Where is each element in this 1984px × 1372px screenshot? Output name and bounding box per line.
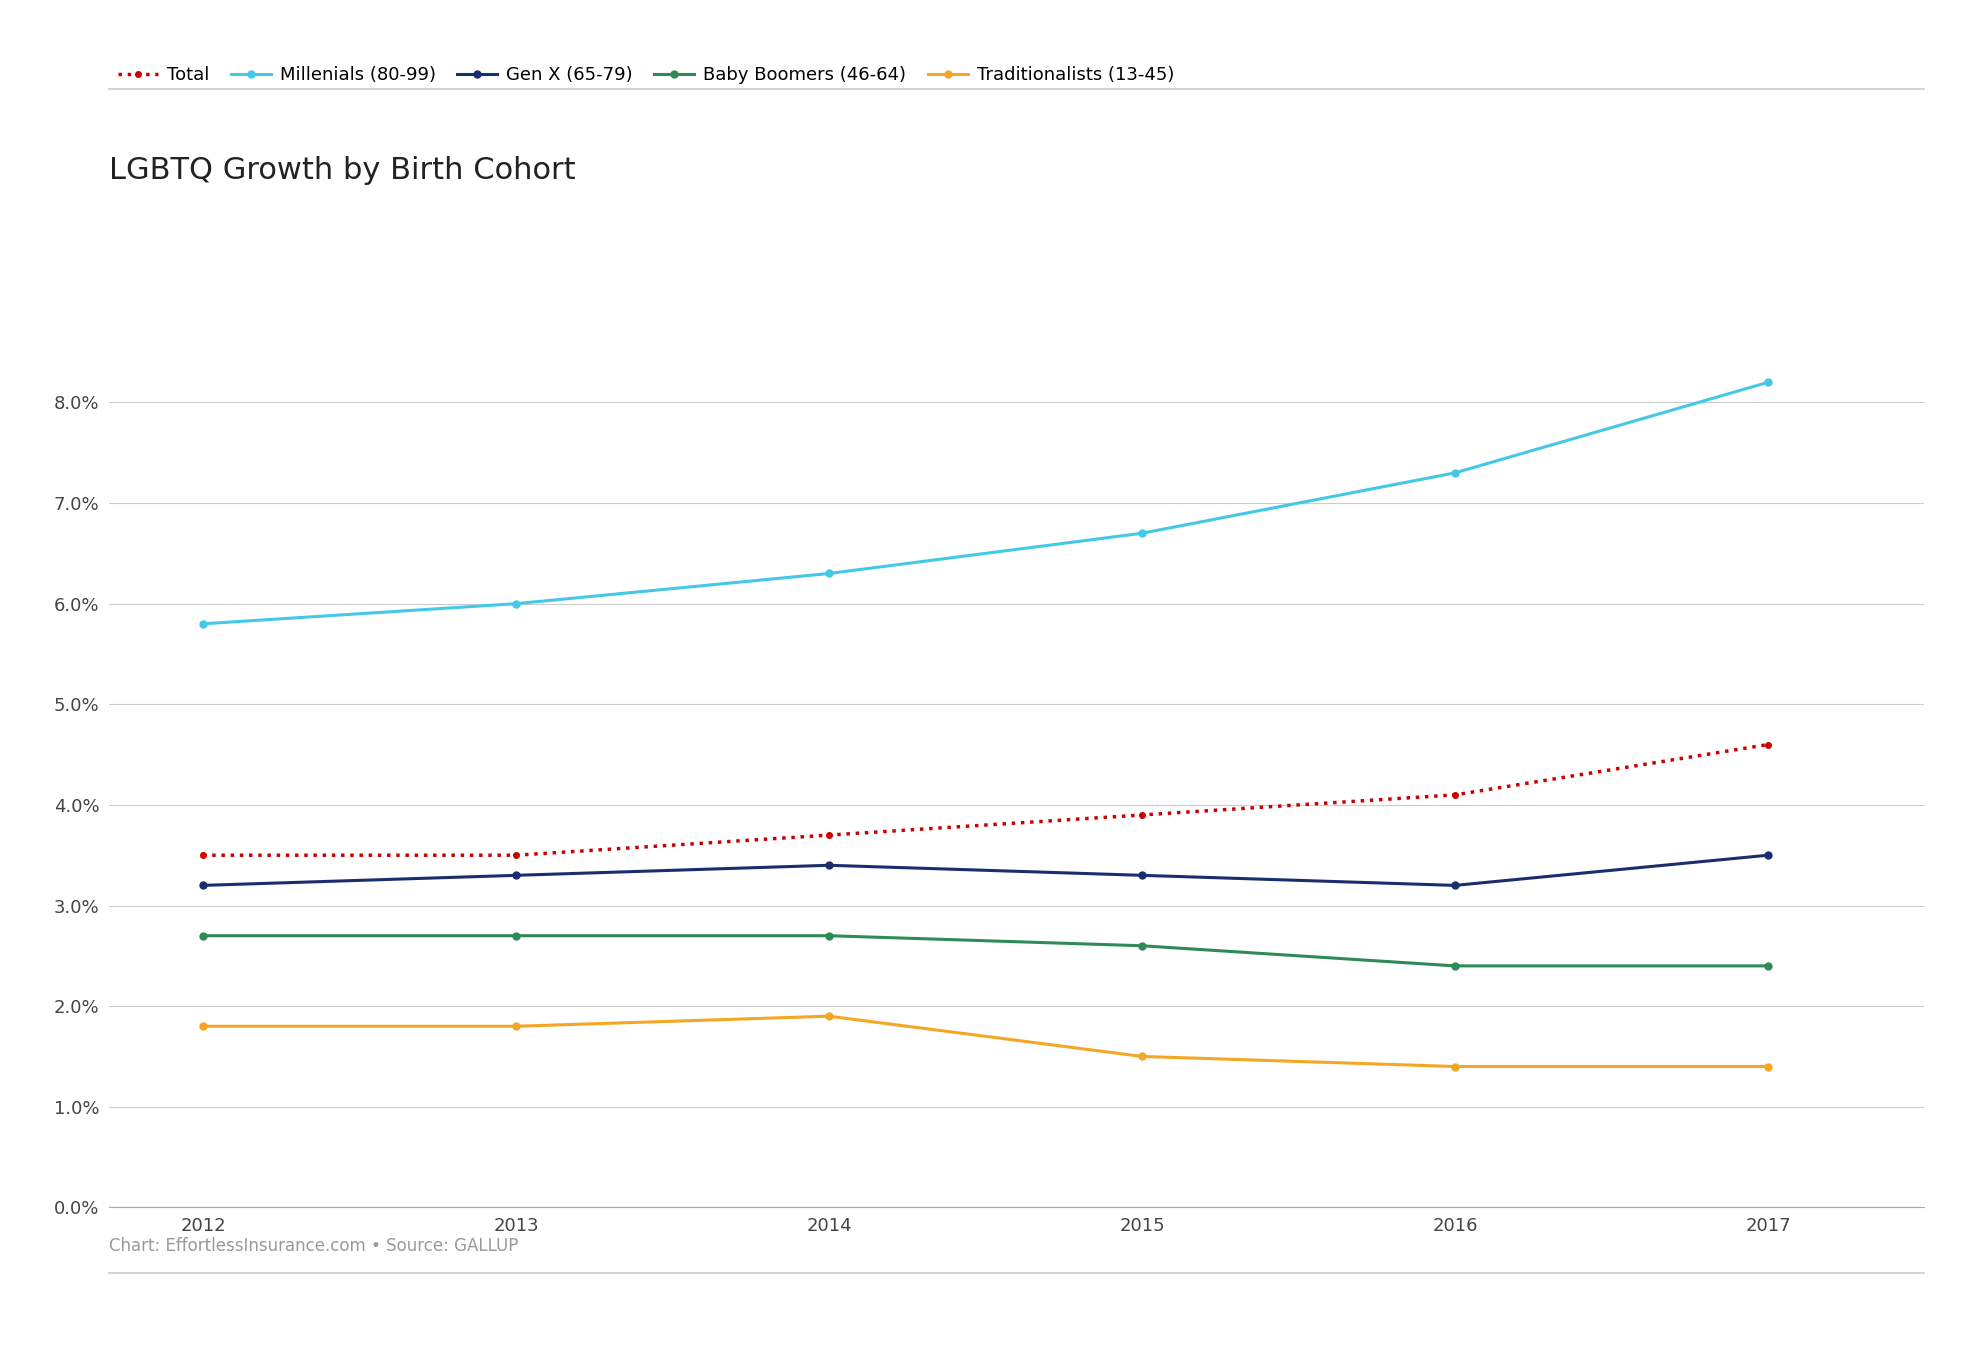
Millenials (80-99) [504,595,528,612]
Gen X (65-79) [1131,867,1155,884]
Baby Boomers (46-64) [817,927,841,944]
Baby Boomers (46-64) [190,927,214,944]
Millenials (80-99) [1442,465,1466,482]
Text: Chart: EffortlessInsurance.com • Source: GALLUP: Chart: EffortlessInsurance.com • Source:… [109,1238,518,1255]
Line: Traditionalists (13-45): Traditionalists (13-45) [200,1013,1772,1070]
Line: Gen X (65-79): Gen X (65-79) [200,852,1772,889]
Baby Boomers (46-64) [504,927,528,944]
Millenials (80-99) [1131,525,1155,542]
Text: LGBTQ Growth by Birth Cohort: LGBTQ Growth by Birth Cohort [109,156,575,185]
Traditionalists (13-45) [190,1018,214,1034]
Legend: Total, Millenials (80-99), Gen X (65-79), Baby Boomers (46-64), Traditionalists : Total, Millenials (80-99), Gen X (65-79)… [119,66,1175,84]
Millenials (80-99) [817,565,841,582]
Gen X (65-79) [504,867,528,884]
Traditionalists (13-45) [1131,1048,1155,1065]
Gen X (65-79) [1756,847,1780,863]
Millenials (80-99) [190,616,214,632]
Traditionalists (13-45) [817,1008,841,1025]
Total [1756,737,1780,753]
Total [1442,786,1466,803]
Baby Boomers (46-64) [1131,937,1155,954]
Traditionalists (13-45) [1442,1058,1466,1074]
Traditionalists (13-45) [504,1018,528,1034]
Line: Total: Total [200,742,1772,858]
Traditionalists (13-45) [1756,1058,1780,1074]
Gen X (65-79) [1442,877,1466,893]
Total [504,847,528,863]
Gen X (65-79) [817,858,841,874]
Line: Baby Boomers (46-64): Baby Boomers (46-64) [200,932,1772,970]
Total [1131,807,1155,823]
Total [190,847,214,863]
Baby Boomers (46-64) [1756,958,1780,974]
Millenials (80-99) [1756,375,1780,391]
Gen X (65-79) [190,877,214,893]
Baby Boomers (46-64) [1442,958,1466,974]
Line: Millenials (80-99): Millenials (80-99) [200,379,1772,627]
Total [817,827,841,844]
